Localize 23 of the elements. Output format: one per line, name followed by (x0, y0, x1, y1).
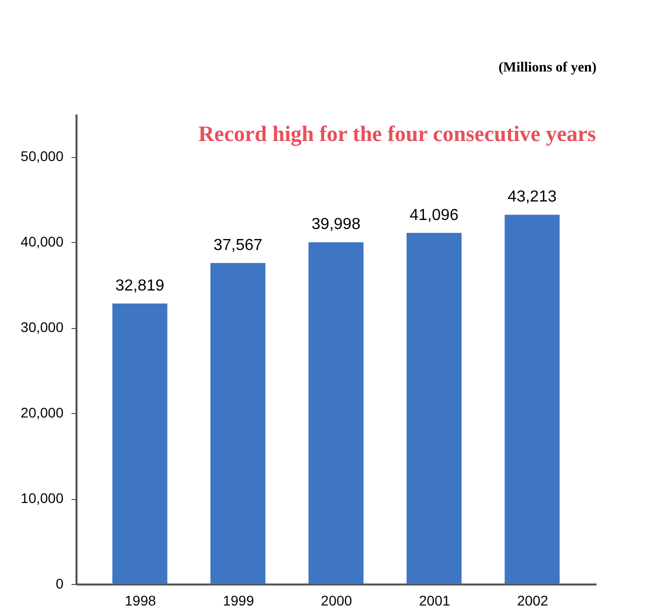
x-tick-label: 2001 (419, 592, 450, 608)
bar (504, 214, 560, 584)
y-tick-label: 30,000 (20, 319, 64, 336)
y-tick-label: 40,000 (20, 234, 64, 250)
bar (112, 304, 168, 584)
data-label: 41,096 (410, 206, 459, 224)
y-tick-label: 10,000 (20, 490, 64, 506)
x-tick-label: 2002 (517, 592, 548, 608)
bar (308, 242, 364, 584)
chart-title: Record high for the four consecutive years (198, 121, 596, 146)
x-tick-label: 2000 (320, 592, 352, 608)
x-tick-label: 1999 (222, 592, 254, 608)
bar (210, 262, 266, 584)
y-tick-label: 50,000 (20, 148, 64, 164)
y-axis-title: (Millions of yen) (498, 60, 597, 76)
y-tick-label: 0 (56, 576, 64, 592)
bar (406, 232, 462, 584)
data-label: 39,998 (312, 216, 361, 234)
data-label: 32,819 (115, 278, 164, 295)
x-tick-label: 1998 (124, 592, 156, 608)
y-tick-label: 20,000 (20, 404, 64, 421)
data-label: 43,213 (508, 188, 557, 206)
data-label: 37,567 (213, 236, 262, 254)
